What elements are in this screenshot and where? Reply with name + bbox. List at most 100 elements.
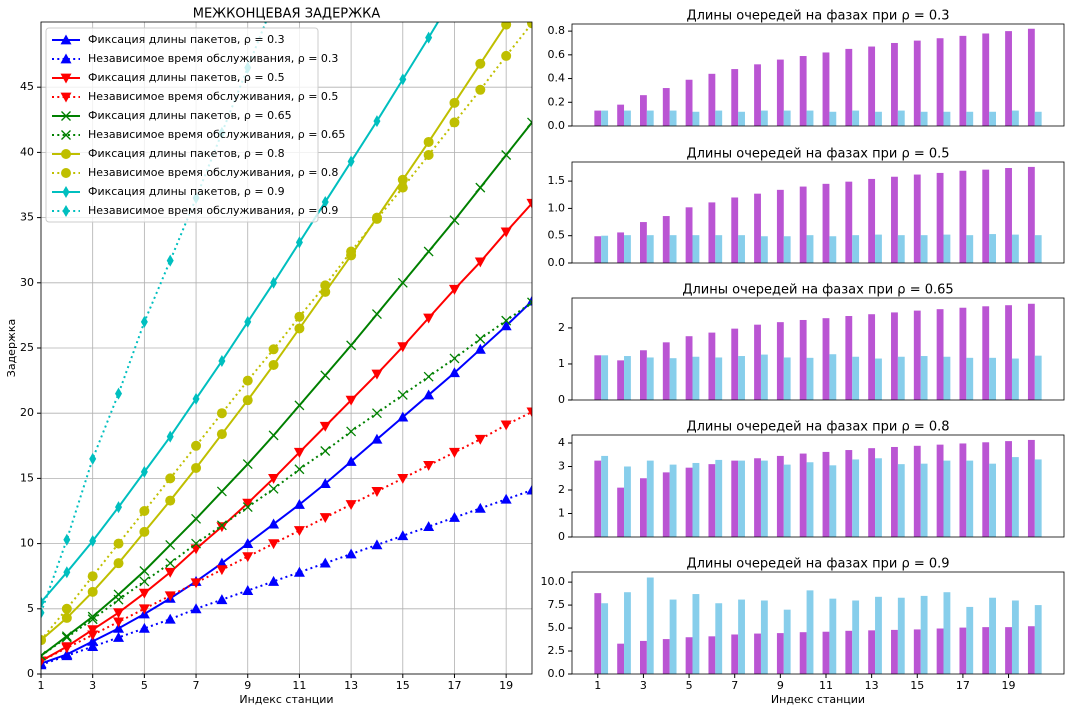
bar <box>943 111 951 126</box>
data-point <box>449 117 460 128</box>
bar <box>738 235 745 263</box>
bar <box>594 355 602 400</box>
bar <box>646 235 654 263</box>
marker-stroke <box>501 315 512 326</box>
axes-frame <box>571 434 1065 538</box>
data-point <box>87 635 99 646</box>
bar <box>715 110 723 126</box>
y-tick-label: 35 <box>20 211 34 224</box>
legend-label: Фиксация длины пакетов, ρ = 0.9 <box>88 185 285 198</box>
bar <box>822 631 830 674</box>
y-tick-label: 0.0 <box>548 667 566 680</box>
bar <box>646 357 654 400</box>
data-point <box>474 257 486 268</box>
bar <box>662 88 670 126</box>
data-point <box>425 31 433 44</box>
bar <box>1011 600 1019 674</box>
bar <box>982 169 990 263</box>
data-point <box>294 400 305 411</box>
x-tick-label: 15 <box>910 679 924 692</box>
data-point <box>191 538 202 549</box>
data-point <box>191 440 202 451</box>
bar <box>685 637 693 674</box>
legend-label: Фиксация длины пакетов, ρ = 0.8 <box>88 147 285 160</box>
data-point <box>138 622 150 633</box>
data-point <box>113 538 124 549</box>
data-point <box>526 198 532 209</box>
marker-stroke <box>501 150 512 160</box>
bar <box>783 357 791 400</box>
data-point <box>320 280 331 291</box>
bar <box>617 232 625 263</box>
bar <box>1027 303 1035 400</box>
bar <box>799 186 807 263</box>
bar <box>829 354 837 400</box>
bar <box>799 453 807 537</box>
data-point <box>449 215 460 226</box>
series-line <box>41 202 532 662</box>
x-axis-label: Индекс станции <box>771 693 865 706</box>
bar <box>897 110 905 126</box>
marker-stroke <box>449 215 460 226</box>
legend-label: Независимое время обслуживания, ρ = 0.65 <box>88 128 345 141</box>
bar <box>692 462 700 537</box>
bar <box>806 110 814 126</box>
marker-stroke <box>139 576 150 587</box>
data-point <box>320 446 331 456</box>
data-point <box>319 478 331 489</box>
data-point <box>192 392 200 405</box>
data-point <box>87 611 98 622</box>
data-point <box>89 534 97 547</box>
chart-title: Длины очередей на фазах при ρ = 0.65 <box>682 283 953 298</box>
bar <box>913 445 921 537</box>
bar <box>640 95 647 126</box>
data-point <box>500 493 512 504</box>
data-point <box>448 512 460 522</box>
data-point <box>268 344 279 355</box>
bar <box>822 183 830 263</box>
data-point <box>475 182 486 193</box>
bar <box>845 316 853 400</box>
data-point <box>165 495 176 506</box>
data-point <box>526 407 532 418</box>
series-line <box>41 22 267 614</box>
bar <box>920 595 928 674</box>
bar <box>617 104 625 126</box>
bar <box>754 193 761 263</box>
bar <box>852 235 860 263</box>
bar <box>913 310 921 400</box>
bar <box>624 592 631 674</box>
chart-title: Длины очередей на фазах при ρ = 0.3 <box>686 9 949 24</box>
chart-title: Длины очередей на фазах при ρ = 0.9 <box>686 557 949 572</box>
x-tick-label: 3 <box>89 679 96 692</box>
bar <box>685 207 693 263</box>
data-point <box>113 617 125 628</box>
bar <box>760 354 768 400</box>
bar <box>822 318 830 400</box>
bar <box>799 319 807 400</box>
data-point <box>293 498 305 509</box>
data-point <box>138 604 150 615</box>
y-tick-label: 10.0 <box>541 575 566 588</box>
data-point <box>397 342 409 353</box>
bar <box>852 356 860 400</box>
legend-marker <box>62 186 70 198</box>
bar <box>783 464 791 537</box>
data-point <box>295 236 303 249</box>
bar <box>754 324 761 400</box>
x-tick-label: 11 <box>292 679 306 692</box>
marker-stroke <box>268 483 279 494</box>
legend-label: Независимое время обслуживания, ρ = 0.9 <box>88 204 338 217</box>
bar <box>601 603 609 674</box>
bar <box>731 69 739 126</box>
bar <box>617 643 625 674</box>
bar <box>646 110 654 126</box>
bar <box>731 328 739 400</box>
data-point <box>373 115 381 128</box>
data-point <box>423 521 435 532</box>
marker-stroke <box>371 408 382 419</box>
bar <box>669 599 677 674</box>
bar <box>776 455 784 537</box>
data-point <box>500 420 512 431</box>
data-point <box>61 650 73 661</box>
